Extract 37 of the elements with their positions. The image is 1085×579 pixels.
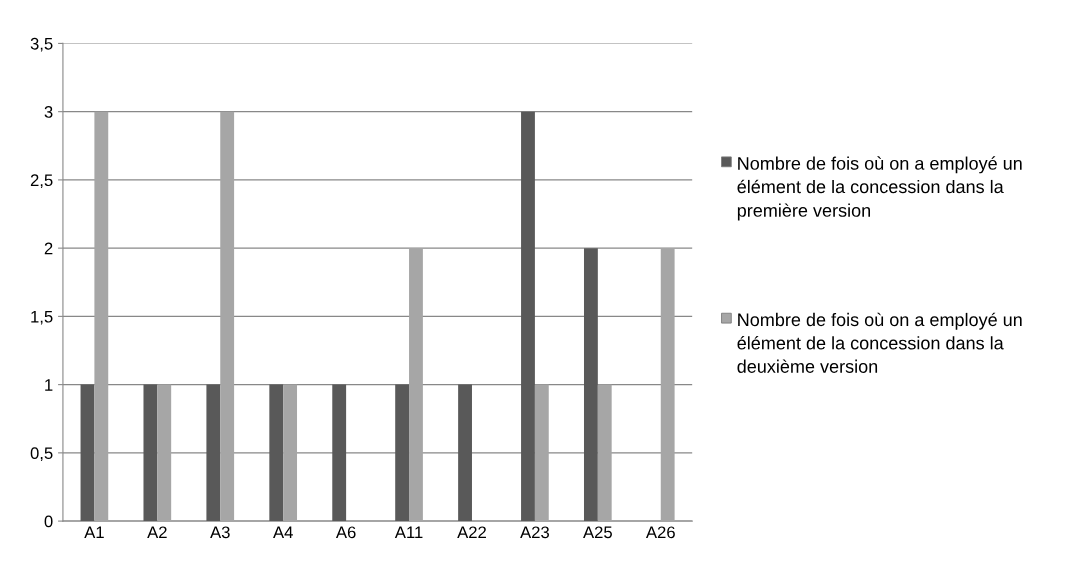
x-tick-label: A2 [147,526,167,539]
x-tick-label: A1 [84,526,104,539]
y-tick-label: 2,5 [30,174,53,189]
bar [409,248,423,522]
bar [94,111,109,522]
x-tick-label: A4 [273,526,293,539]
y-tick-label: 3,5 [30,37,53,52]
x-tick-label: A26 [645,526,675,539]
y-tick-label: 0,5 [30,447,53,462]
legend-label: Nombre de fois où on a employé un élément de la concession dans la première version [737,156,1022,221]
bar [458,384,472,522]
bar [206,384,221,522]
x-tick-label: A11 [394,526,423,539]
bar [597,384,612,522]
y-tick-label: 1 [45,379,53,391]
bar [521,111,535,522]
y-tick-label: 1,5 [31,310,53,325]
bar [80,384,95,522]
bar [534,384,549,522]
bar [332,384,347,522]
y-tick-label: 3 [44,106,53,118]
bar [660,248,675,522]
x-tick-label: A22 [457,526,486,539]
y-tick-label: 0 [44,515,53,528]
bar [220,111,235,522]
bar [157,384,172,522]
bar [143,384,158,522]
x-tick-label: A23 [520,526,549,539]
y-tick-label: 2 [44,242,53,255]
bar [283,384,298,522]
x-tick-label: A25 [583,526,612,539]
bar [395,384,410,522]
bar [583,248,598,522]
bar [269,384,284,522]
x-tick-label: A3 [210,526,230,539]
legend-label: Nombre de fois où on a employé un élément de la concession dans la deuxième version [737,312,1022,373]
x-tick-label: A6 [335,526,356,539]
